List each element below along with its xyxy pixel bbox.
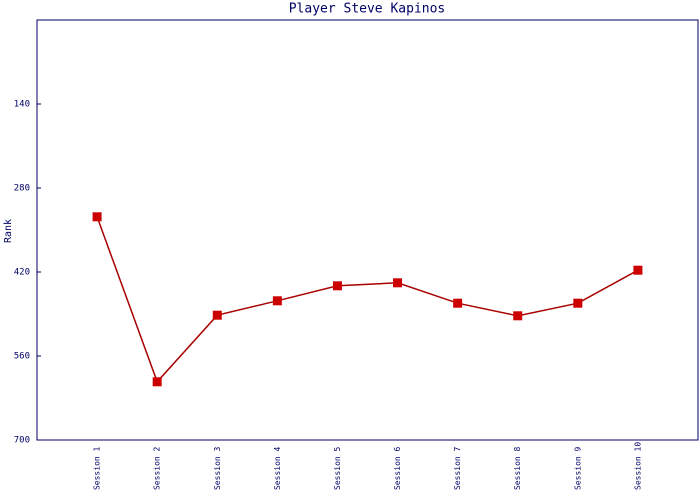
y-tick-label: 700: [14, 436, 30, 446]
marker: [513, 311, 523, 321]
y-axis-label: Rank: [3, 219, 14, 243]
marker: [573, 298, 583, 308]
x-tick-label: Session 10: [633, 442, 642, 490]
y-tick-label: 560: [14, 352, 30, 362]
marker: [332, 281, 342, 291]
marker: [393, 278, 403, 288]
marker: [152, 377, 162, 387]
x-tick-label: Session 9: [573, 446, 582, 490]
series-line: [96, 216, 639, 384]
marker: [92, 212, 102, 222]
x-tick-label: Session 2: [153, 446, 162, 490]
x-tick-label: Session 3: [213, 446, 222, 490]
x-tick-label: Session 4: [273, 446, 282, 490]
marker: [212, 310, 222, 320]
plot-frame: [36, 19, 699, 441]
y-tick-label: 280: [14, 184, 30, 194]
marker: [272, 296, 282, 306]
x-tick-label: Session 7: [453, 446, 462, 490]
x-tick-label: Session 1: [93, 446, 102, 490]
x-tick-label: Session 5: [333, 446, 342, 490]
y-tick-label: 420: [14, 268, 30, 278]
marker: [633, 265, 643, 275]
y-tick-label: 140: [14, 100, 30, 110]
x-tick-label: Session 6: [393, 446, 402, 490]
marker: [453, 298, 463, 308]
x-tick-label: Session 8: [513, 446, 522, 490]
chart-title: Player Steve Kapinos: [289, 2, 446, 17]
